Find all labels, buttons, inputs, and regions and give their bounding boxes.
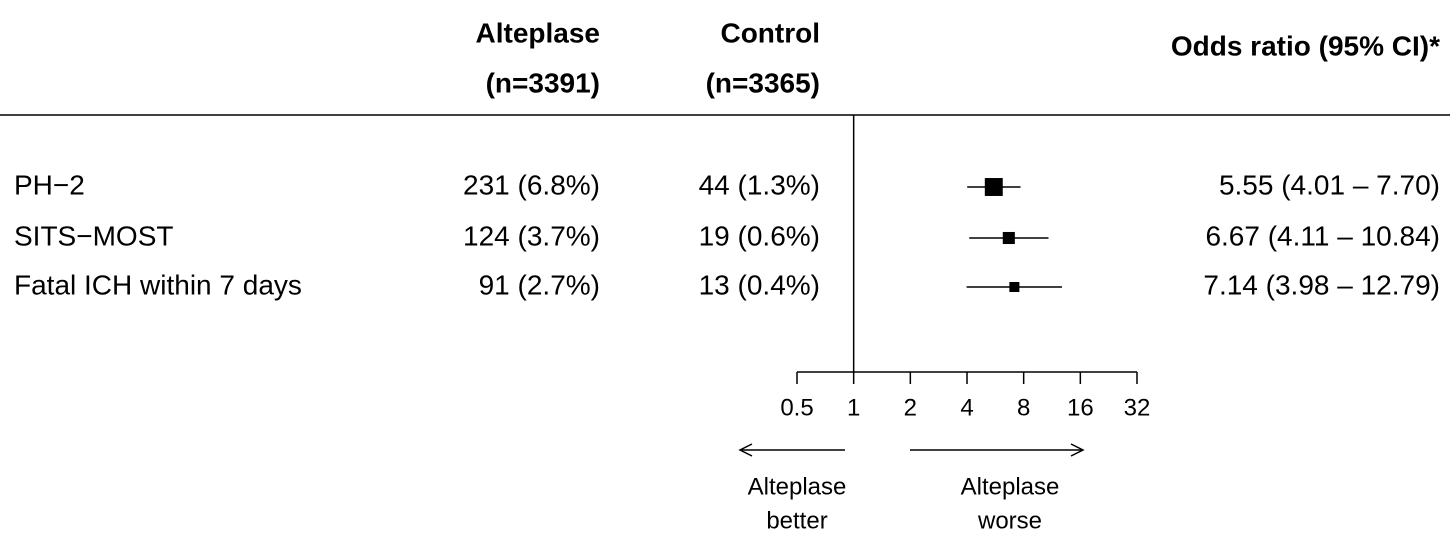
effect-header: Odds ratio (95% CI)* [1171, 30, 1440, 61]
x-tick-label: 32 [1124, 394, 1151, 421]
arrowhead-right [1070, 443, 1085, 457]
direction-label: Alteplase [961, 473, 1060, 500]
effect-label: 5.55 (4.01 – 7.70) [1219, 169, 1440, 200]
column-cell: 44 (1.3%) [699, 169, 820, 200]
column-cell: 231 (6.8%) [463, 169, 600, 200]
effect-label: 7.14 (3.98 – 12.79) [1203, 269, 1440, 300]
column-header: (n=3391) [486, 67, 600, 98]
column-header: Control [720, 17, 820, 48]
column-cell: 124 (3.7%) [463, 220, 600, 251]
point-estimate [984, 178, 1003, 196]
direction-label: Alteplase [748, 473, 847, 500]
x-tick-label: 8 [1017, 394, 1030, 421]
x-tick-label: 1 [847, 394, 860, 421]
point-estimate [1009, 281, 1020, 293]
point-estimate [1002, 231, 1015, 245]
column-cell: 13 (0.4%) [699, 269, 820, 300]
x-tick-label: 2 [904, 394, 917, 421]
column-cell: 19 (0.6%) [699, 220, 820, 251]
column-header: (n=3365) [706, 67, 820, 98]
row-label: Fatal ICH within 7 days [14, 269, 302, 300]
column-header: Alteplase [476, 17, 601, 48]
effect-label: 6.67 (4.11 – 10.84) [1205, 220, 1440, 251]
x-tick-label: 16 [1067, 394, 1094, 421]
x-tick-label: 4 [960, 394, 973, 421]
row-label: PH−2 [14, 169, 85, 200]
row-label: SITS−MOST [14, 220, 173, 251]
x-tick-label: 0.5 [780, 394, 813, 421]
direction-label: better [766, 507, 827, 534]
arrowhead-left [738, 443, 753, 457]
column-cell: 91 (2.7%) [479, 269, 600, 300]
direction-label: worse [977, 507, 1042, 534]
